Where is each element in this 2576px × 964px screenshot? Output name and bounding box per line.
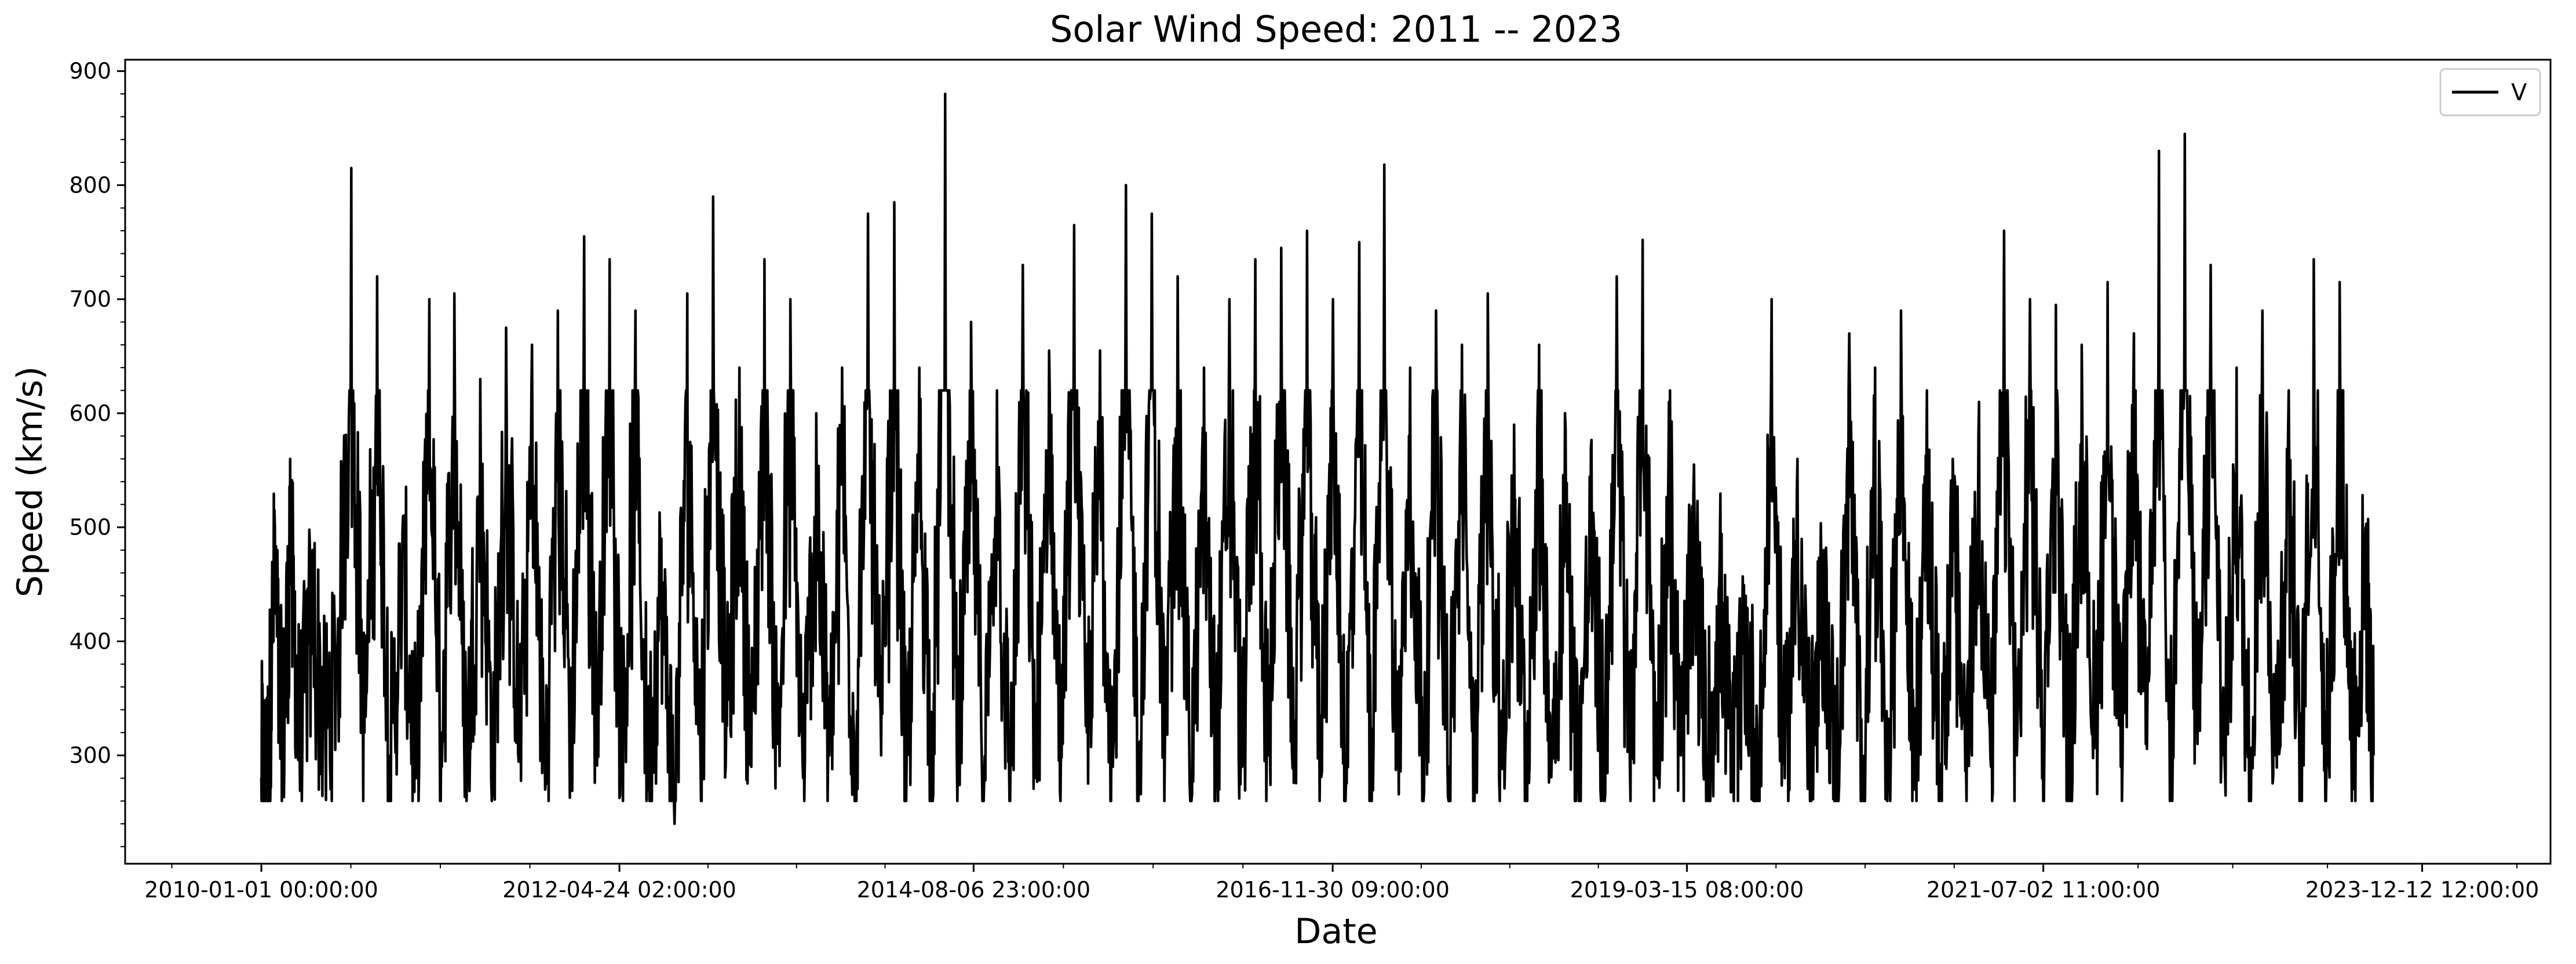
- x-axis-title: Date: [1294, 911, 1377, 952]
- y-tick-label: 400: [69, 628, 111, 654]
- x-tick-label: 2012-04-24 02:00:00: [502, 877, 736, 903]
- y-tick-label: 800: [69, 172, 111, 198]
- y-tick-label: 700: [69, 286, 111, 312]
- y-tick-label: 300: [69, 743, 111, 768]
- legend: V: [2439, 68, 2541, 117]
- plot-frame: [124, 59, 2552, 865]
- x-tick-label: 2016-11-30 09:00:00: [1216, 877, 1450, 903]
- chart-title: Solar Wind Speed: 2011 -- 2023: [1050, 8, 1622, 50]
- x-tick-label: 2021-07-02 11:00:00: [1926, 877, 2161, 903]
- x-tick-label: 2019-03-15 08:00:00: [1570, 877, 1804, 903]
- x-tick-label: 2023-12-12 12:00:00: [2305, 877, 2539, 903]
- y-tick-label: 500: [69, 515, 111, 540]
- legend-label: V: [2511, 79, 2527, 106]
- y-axis-title: Speed (km/s): [10, 366, 50, 598]
- x-tick-label: 2010-01-01 00:00:00: [144, 877, 378, 903]
- x-tick-label: 2014-08-06 23:00:00: [857, 877, 1091, 903]
- y-tick-label: 900: [69, 59, 111, 84]
- plot-area: [260, 92, 2375, 825]
- axes: 300 400 500 600 700 800 900 2010-01-01 00:00:00…: [69, 59, 2552, 903]
- y-tick-label: 600: [69, 401, 111, 426]
- series-line-V: [260, 92, 2375, 825]
